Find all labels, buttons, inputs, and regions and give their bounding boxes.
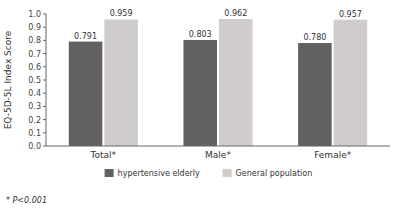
bar <box>334 20 368 146</box>
y-tick-label: 0.2 <box>28 116 41 125</box>
data-label: 0.957 <box>339 10 362 19</box>
legend-label: General population <box>236 169 313 178</box>
data-label: 0.959 <box>110 9 133 18</box>
data-label: 0.962 <box>224 9 247 18</box>
footnote: * P<0.001 <box>6 196 47 205</box>
x-tick-label: Female* <box>314 150 352 160</box>
y-tick-label: 0.4 <box>28 89 41 98</box>
y-axis-label: EQ-5D-5L Index Score <box>3 30 13 129</box>
bar <box>219 19 253 146</box>
bars <box>69 19 367 146</box>
bar <box>298 43 332 146</box>
y-axis <box>46 14 47 146</box>
legend-swatch <box>105 169 114 177</box>
y-tick-label: 1.0 <box>28 10 41 19</box>
bar <box>104 19 138 146</box>
y-tick-label: 0.3 <box>28 102 41 111</box>
y-tick-label: 0.7 <box>28 50 41 59</box>
chart: 0.0 0.1 0.2 0.3 0.4 0.5 0.6 0.7 0.8 0.9 1.0 EQ-5D-5… <box>0 0 400 210</box>
x-tick-label: Male* <box>205 150 231 160</box>
x-tick-label: Total* <box>90 150 117 160</box>
data-label: 0.791 <box>74 32 97 41</box>
x-axis <box>46 146 390 147</box>
y-tick-label: 0.9 <box>28 23 41 32</box>
bar <box>183 40 217 146</box>
data-label: 0.803 <box>189 30 212 39</box>
legend-swatch <box>223 169 232 177</box>
legend-label: hypertensive elderly <box>118 169 200 178</box>
data-label: 0.780 <box>303 33 326 42</box>
data-labels: 0.791 0.803 0.780 0.959 0.962 0.957 <box>74 9 362 42</box>
legend: hypertensive elderly General population <box>105 169 313 178</box>
y-tick-label: 0.0 <box>28 142 41 151</box>
y-tick-label: 0.8 <box>28 36 41 45</box>
y-tick-label: 0.5 <box>28 76 41 85</box>
bar <box>69 42 103 146</box>
y-tick-label: 0.1 <box>28 129 41 138</box>
y-tick-label: 0.6 <box>28 63 41 72</box>
